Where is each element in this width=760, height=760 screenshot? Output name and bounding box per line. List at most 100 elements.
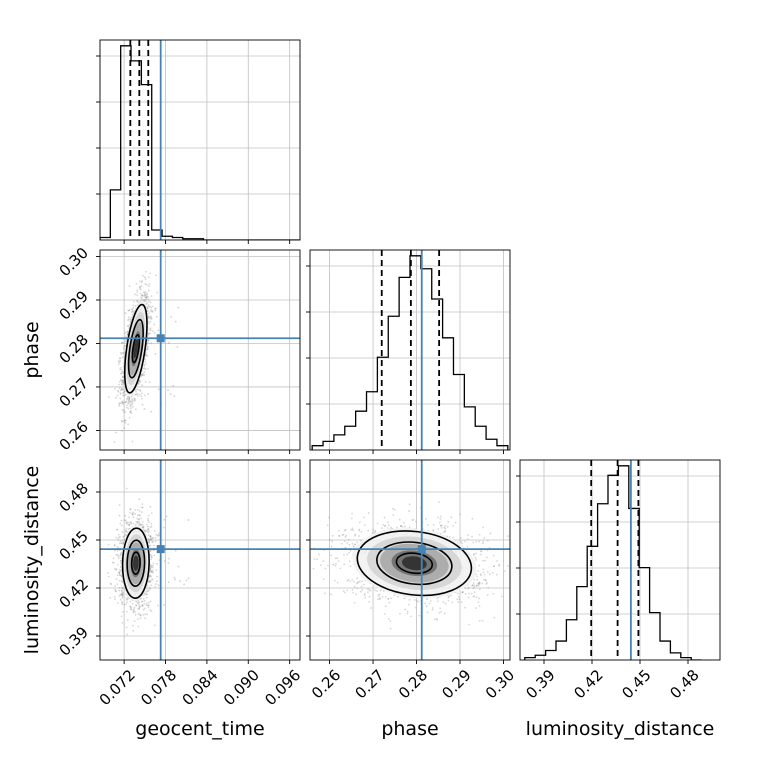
scatter-point	[117, 538, 120, 541]
scatter-point	[168, 557, 170, 560]
scatter-point	[121, 587, 124, 590]
scatter-point	[468, 623, 470, 626]
scatter-point	[152, 571, 154, 574]
scatter-point	[144, 368, 147, 371]
scatter-point	[515, 560, 517, 562]
scatter-point	[154, 536, 157, 539]
scatter-point	[497, 564, 500, 567]
scatter-point	[127, 407, 130, 410]
scatter-point	[132, 610, 135, 613]
scatter-point	[138, 518, 140, 521]
scatter-point	[133, 397, 135, 400]
scatter-point	[119, 397, 122, 400]
scatter-point	[132, 516, 135, 519]
scatter-point	[120, 524, 123, 527]
scatter-point	[173, 395, 176, 397]
scatter-point	[148, 317, 150, 320]
scatter-point	[117, 557, 120, 559]
scatter-point	[148, 530, 150, 533]
scatter-point	[129, 511, 131, 514]
scatter-point	[396, 526, 398, 529]
scatter-point	[401, 526, 404, 528]
scatter-point	[151, 570, 153, 573]
scatter-point	[148, 581, 150, 583]
scatter-point	[126, 521, 128, 524]
scatter-point	[354, 543, 357, 546]
scatter-point	[121, 380, 124, 383]
scatter-point	[492, 572, 494, 574]
scatter-point	[121, 400, 124, 403]
scatter-point	[121, 586, 123, 589]
density-level	[132, 555, 139, 571]
scatter-point	[149, 301, 152, 304]
scatter-point	[119, 553, 122, 556]
scatter-point	[114, 598, 116, 601]
scatter-point	[151, 538, 153, 541]
scatter-point	[129, 411, 132, 414]
scatter-point	[121, 380, 124, 383]
scatter-point	[128, 523, 131, 526]
scatter-point	[485, 583, 488, 585]
scatter-point	[134, 512, 137, 515]
panel-luminosity-distance-vs-phase	[290, 459, 517, 664]
scatter-point	[126, 619, 129, 621]
scatter-point	[290, 580, 292, 582]
scatter-point	[149, 600, 152, 603]
scatter-point	[473, 553, 475, 556]
scatter-point	[443, 612, 446, 615]
scatter-point	[149, 505, 152, 508]
scatter-point	[138, 286, 141, 289]
scatter-point	[414, 520, 417, 523]
scatter-point	[458, 598, 461, 601]
scatter-point	[148, 328, 151, 331]
scatter-point	[440, 515, 442, 518]
scatter-point	[130, 310, 133, 313]
scatter-point	[149, 535, 152, 537]
scatter-point	[106, 572, 109, 575]
scatter-point	[139, 614, 142, 617]
scatter-point	[139, 605, 142, 608]
scatter-point	[129, 404, 132, 406]
scatter-point	[149, 526, 152, 529]
scatter-point	[150, 575, 152, 578]
scatter-point	[142, 597, 145, 600]
scatter-point	[145, 590, 148, 593]
scatter-point	[482, 571, 485, 574]
scatter-point	[128, 318, 130, 321]
scatter-point	[482, 540, 485, 543]
scatter-point	[141, 384, 144, 386]
scatter-point	[338, 534, 341, 537]
scatter-point	[137, 612, 140, 615]
scatter-point	[140, 296, 142, 299]
scatter-point	[437, 516, 440, 519]
scatter-point	[152, 310, 154, 313]
scatter-point	[147, 531, 150, 534]
scatter-point	[134, 293, 136, 296]
scatter-point	[129, 605, 132, 608]
scatter-point	[140, 373, 143, 376]
scatter-point	[467, 586, 470, 589]
histogram-bars	[311, 250, 509, 450]
scatter-point	[116, 549, 119, 552]
scatter-point	[150, 558, 153, 561]
scatter-point	[150, 410, 153, 413]
scatter-point	[177, 306, 180, 309]
scatter-point	[431, 607, 434, 609]
scatter-point	[399, 612, 401, 615]
scatter-point	[154, 307, 156, 310]
scatter-point	[157, 388, 160, 391]
scatter-point	[484, 578, 487, 581]
scatter-point	[121, 356, 124, 359]
scatter-point	[132, 306, 135, 309]
scatter-point	[408, 503, 411, 506]
histogram-bin	[110, 190, 120, 240]
scatter-point	[358, 528, 361, 531]
scatter-point	[119, 402, 122, 405]
scatter-point	[136, 289, 139, 292]
scatter-point	[377, 594, 380, 596]
scatter-point	[116, 394, 119, 397]
scatter-point	[129, 522, 132, 524]
scatter-point	[439, 524, 442, 527]
scatter-point	[119, 379, 122, 382]
